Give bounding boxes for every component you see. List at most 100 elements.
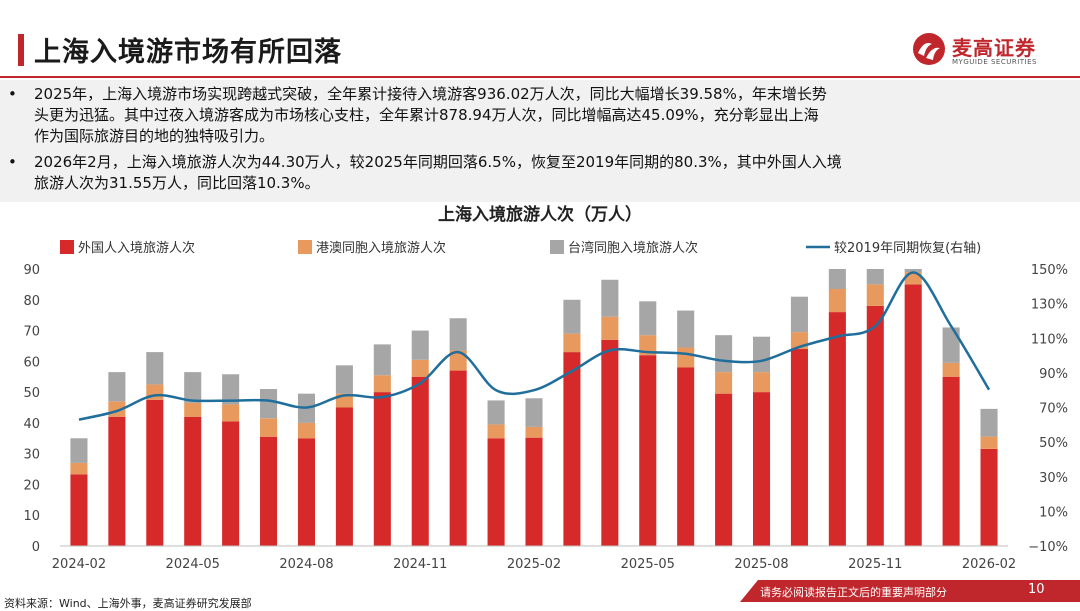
- bar-2025-02-s1: [525, 426, 543, 438]
- bar-2025-11-s0: [866, 305, 884, 546]
- y-left-tick-label: 0: [32, 540, 40, 555]
- bars-group: [70, 269, 998, 546]
- y-left-tick-label: 80: [23, 294, 40, 309]
- disclaimer-text: 请务必阅读报告正文后的重要声明部分: [760, 586, 947, 599]
- bar-2024-03-s2: [108, 372, 126, 402]
- bar-2024-10-s2: [373, 344, 391, 376]
- bar-2025-08-s2: [752, 336, 771, 373]
- bar-2025-11-s2: [866, 269, 884, 285]
- y-right-tick-label: 130%: [1031, 298, 1068, 313]
- title-accent-bar: [18, 34, 24, 66]
- bar-2024-02-s2: [70, 438, 88, 463]
- bar-2024-12-s0: [449, 370, 467, 546]
- bar-2024-06-s1: [222, 404, 240, 422]
- bullet-2-line-2: 旅游人次为31.55万人，同比回落10.3%。: [34, 174, 320, 192]
- bar-2025-02-s0: [525, 437, 543, 546]
- bullet-2-line-1: 2026年2月，上海入境旅游人次为44.30万人，较2025年同期回落6.5%，…: [34, 153, 842, 171]
- bar-2026-01-s1: [942, 362, 960, 377]
- bar-2025-07-s0: [715, 393, 733, 546]
- legend-label: 台湾同胞入境旅游人次: [568, 240, 698, 256]
- x-tick-label: 2024-11: [393, 557, 447, 572]
- bar-2024-02-s1: [70, 462, 88, 475]
- bullet-1-line-2: 头更为迅猛。其中过夜入境游客成为市场核心支柱，全年累计878.94万人次，同比增…: [34, 106, 819, 124]
- bar-2025-04-s2: [601, 279, 619, 317]
- bullet-1-line-3: 作为国际旅游目的地的独特吸引力。: [34, 127, 275, 145]
- legend-swatch: [60, 240, 74, 254]
- y-right-tick-label: −10%: [1028, 540, 1068, 555]
- bar-2026-02-s0: [980, 448, 998, 546]
- bar-2025-03-s2: [563, 299, 581, 334]
- x-tick-label: 2026-02: [962, 557, 1016, 572]
- logo-text-en: MYGUIDE SECURITIES: [952, 58, 1037, 66]
- bar-2025-10-s0: [828, 312, 846, 546]
- bar-2025-09-s0: [790, 349, 808, 546]
- bar-2025-01-s0: [487, 438, 505, 546]
- bar-2025-06-s2: [677, 310, 695, 348]
- bar-2024-11-s2: [411, 330, 429, 360]
- bar-2024-05-s1: [184, 402, 202, 417]
- bar-2024-09-s2: [335, 365, 353, 394]
- x-tick-label: 2024-08: [279, 557, 333, 572]
- bar-2024-05-s0: [184, 416, 202, 546]
- bar-2024-04-s2: [146, 352, 164, 385]
- y-left-tick-label: 40: [23, 417, 40, 432]
- page-title: 上海入境游市场有所回落: [34, 37, 342, 68]
- x-tick-label: 2025-08: [734, 557, 788, 572]
- y-left-tick-label: 30: [23, 448, 40, 463]
- bar-2025-01-s2: [487, 400, 505, 425]
- bar-2026-01-s0: [942, 376, 960, 546]
- bar-2025-08-s1: [752, 372, 771, 393]
- logo-mark-icon: [913, 33, 945, 65]
- bar-2025-03-s0: [563, 352, 581, 546]
- legend-label: 港澳同胞入境旅游人次: [316, 240, 446, 256]
- inbound-tourism-chart: 上海入境旅游人次（万人） 外国人入境旅游人次 港澳同胞入境旅游人次 台湾同胞入境旅游人…: [23, 204, 1068, 572]
- y-right-tick-label: 30%: [1039, 471, 1068, 486]
- bar-2025-05-s0: [639, 355, 657, 546]
- logo-text-cn: 麦高证券: [952, 36, 1036, 60]
- bullet-marker: •: [8, 153, 17, 171]
- bar-2025-09-s2: [790, 296, 808, 333]
- bar-2024-11-s0: [411, 376, 429, 546]
- x-tick-label: 2025-02: [507, 557, 561, 572]
- bar-2026-01-s2: [942, 327, 960, 363]
- bar-2024-10-s1: [373, 375, 391, 393]
- y-right-tick-label: 90%: [1039, 367, 1068, 382]
- bar-2025-07-s1: [715, 372, 733, 394]
- bar-2024-07-s1: [260, 418, 278, 437]
- header-rule: [0, 76, 1080, 78]
- data-source: 资料来源：Wind、上海外事，麦高证券研究发展部: [4, 597, 252, 610]
- y-left-tick-label: 90: [23, 263, 40, 278]
- bar-2025-05-s1: [639, 335, 657, 356]
- disclaimer-banner: [740, 580, 1080, 602]
- chart-title: 上海入境旅游人次（万人）: [438, 204, 642, 225]
- bar-2024-06-s2: [222, 374, 240, 405]
- bar-2024-12-s2: [449, 318, 467, 351]
- bar-2024-06-s0: [222, 421, 240, 546]
- bar-2024-08-s0: [297, 438, 316, 546]
- bar-2025-02-s2: [525, 398, 543, 427]
- bar-2025-08-s0: [752, 392, 771, 546]
- bar-2025-11-s1: [866, 284, 884, 306]
- bar-2025-04-s0: [601, 339, 619, 546]
- bar-2024-07-s2: [260, 389, 278, 419]
- bar-2025-07-s2: [715, 335, 733, 373]
- legend-label: 较2019年同期恢复(右轴): [834, 241, 981, 256]
- y-left-tick-label: 50: [23, 386, 40, 401]
- legend-label: 外国人入境旅游人次: [78, 240, 195, 256]
- bar-2025-06-s0: [677, 367, 695, 546]
- y-left-tick-label: 20: [23, 478, 40, 493]
- bar-2024-11-s1: [411, 359, 429, 377]
- y-left-tick-label: 10: [23, 509, 40, 524]
- y-right-tick-label: 70%: [1039, 402, 1068, 417]
- bar-2024-10-s0: [373, 392, 391, 546]
- bar-2025-12-s0: [904, 284, 922, 546]
- bar-2024-08-s1: [297, 422, 316, 439]
- bar-2025-10-s1: [828, 289, 846, 313]
- y-left-tick-label: 60: [23, 355, 40, 370]
- company-logo: 麦高证券 MYGUIDE SECURITIES: [912, 30, 1062, 70]
- legend-swatch: [298, 240, 312, 254]
- bar-2025-05-s2: [639, 301, 657, 336]
- bar-2024-12-s1: [449, 350, 467, 371]
- x-tick-label: 2025-05: [621, 557, 675, 572]
- y-left-tick-label: 70: [23, 325, 40, 340]
